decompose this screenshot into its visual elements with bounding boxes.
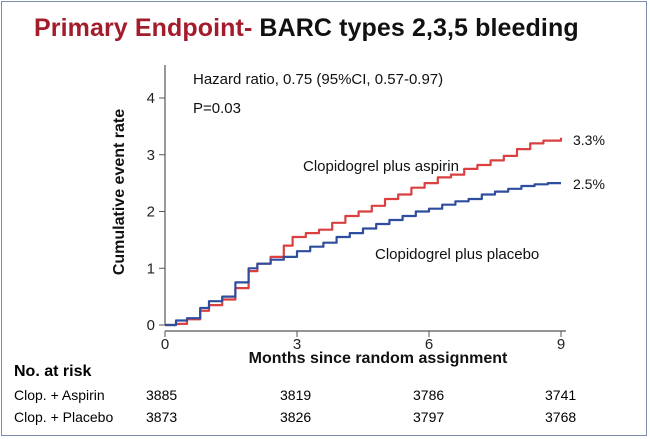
p-value-text: P=0.03 <box>193 100 241 117</box>
at-risk-value: 3826 <box>280 409 312 425</box>
y-tick-label: 2 <box>147 204 155 221</box>
series-line-aspirin <box>165 137 563 327</box>
y-tick-label: 3 <box>147 147 155 164</box>
y-tick-label: 1 <box>147 260 155 277</box>
x-tick-label: 6 <box>425 336 433 353</box>
x-ticks: 0 3 6 9 <box>161 331 565 353</box>
hazard-ratio-text: Hazard ratio, 0.75 (95%CI, 0.57-0.97) <box>193 71 443 88</box>
y-tick-label: 4 <box>147 90 155 107</box>
title-rest: BARC types 2,3,5 bleeding <box>252 14 579 42</box>
at-risk-value: 3786 <box>413 387 445 403</box>
y-axis-label: Cumulative event rate <box>111 109 128 275</box>
x-axis-label: Months since random assignment <box>249 350 508 367</box>
at-risk-value: 3797 <box>413 409 445 425</box>
at-risk-title: No. at risk <box>14 363 92 380</box>
x-tick-label: 0 <box>161 336 169 353</box>
at-risk-value: 3885 <box>146 387 178 403</box>
title-accent: Primary Endpoint- <box>34 14 253 42</box>
at-risk-value: 3768 <box>545 409 577 425</box>
series-label-aspirin: Clopidogrel plus aspirin <box>303 158 459 175</box>
slide-title: Primary Endpoint- BARC types 2,3,5 bleed… <box>34 14 579 43</box>
at-risk-label: Clop. + Aspirin <box>14 387 105 403</box>
at-risk-value: 3873 <box>146 409 178 425</box>
at-risk-row-placebo: Clop. + Placebo 3873 3826 3797 3768 <box>0 409 650 429</box>
y-ticks: 0 1 2 3 4 <box>147 90 165 334</box>
at-risk-value: 3819 <box>280 387 312 403</box>
end-label-placebo: 2.5% <box>573 176 605 192</box>
series-lines <box>165 137 563 327</box>
at-risk-value: 3741 <box>545 387 577 403</box>
x-tick-label: 9 <box>557 336 565 353</box>
series-label-placebo: Clopidogrel plus placebo <box>375 246 539 263</box>
y-tick-label: 0 <box>147 317 155 334</box>
series-line-placebo <box>165 182 561 327</box>
at-risk-label: Clop. + Placebo <box>14 409 114 425</box>
end-label-aspirin: 3.3% <box>573 132 605 148</box>
x-tick-label: 3 <box>293 336 301 353</box>
at-risk-row-aspirin: Clop. + Aspirin 3885 3819 3786 3741 <box>0 387 650 407</box>
